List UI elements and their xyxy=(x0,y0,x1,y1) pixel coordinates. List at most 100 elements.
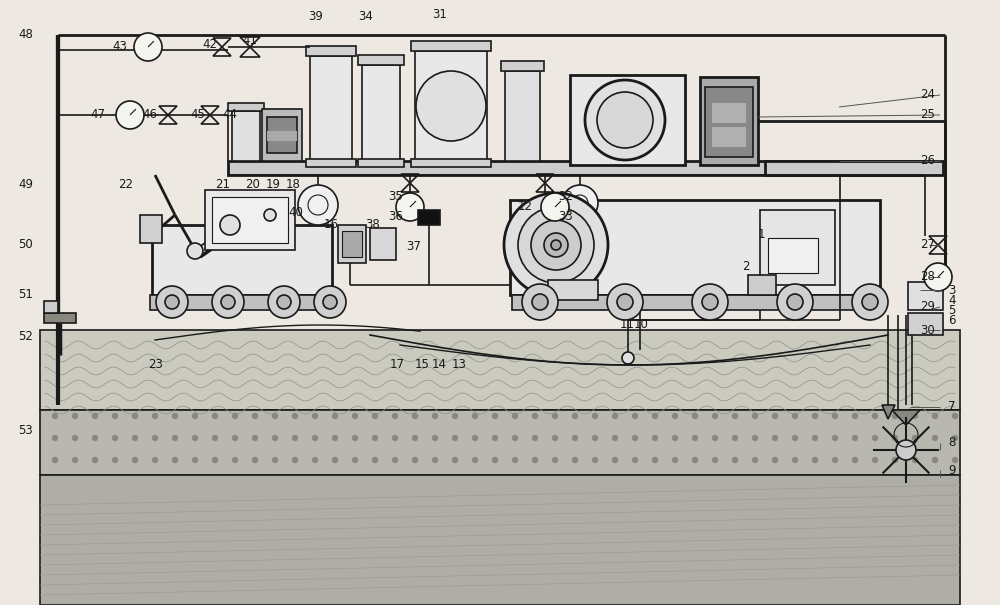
Text: 34: 34 xyxy=(358,10,373,24)
Circle shape xyxy=(702,294,718,310)
Circle shape xyxy=(852,413,858,419)
Circle shape xyxy=(562,185,598,221)
Bar xyxy=(501,61,544,71)
Circle shape xyxy=(156,286,188,318)
Circle shape xyxy=(314,286,346,318)
Circle shape xyxy=(172,435,178,441)
Circle shape xyxy=(632,413,638,419)
Circle shape xyxy=(152,413,158,419)
Circle shape xyxy=(872,435,878,441)
Bar xyxy=(358,159,404,167)
Circle shape xyxy=(92,413,98,419)
Circle shape xyxy=(112,457,118,463)
Circle shape xyxy=(416,71,486,141)
Text: 31: 31 xyxy=(432,8,447,22)
Circle shape xyxy=(132,435,138,441)
Circle shape xyxy=(372,435,378,441)
Bar xyxy=(415,51,487,161)
Text: 29: 29 xyxy=(920,301,935,313)
Text: 1: 1 xyxy=(758,229,766,241)
Text: 46: 46 xyxy=(142,108,157,120)
Circle shape xyxy=(272,435,278,441)
Text: 10: 10 xyxy=(634,318,649,332)
Text: 5: 5 xyxy=(948,304,955,316)
Circle shape xyxy=(52,457,58,463)
Circle shape xyxy=(412,435,418,441)
Polygon shape xyxy=(892,410,920,425)
Text: 4: 4 xyxy=(948,293,956,307)
Bar xyxy=(765,161,943,175)
Circle shape xyxy=(220,215,240,235)
Circle shape xyxy=(787,294,803,310)
Circle shape xyxy=(132,413,138,419)
Circle shape xyxy=(617,294,633,310)
Bar xyxy=(232,111,260,161)
Text: 22: 22 xyxy=(118,178,133,192)
Circle shape xyxy=(212,413,218,419)
Circle shape xyxy=(252,435,258,441)
Circle shape xyxy=(332,413,338,419)
Bar xyxy=(712,127,746,147)
Circle shape xyxy=(396,193,424,221)
Circle shape xyxy=(92,435,98,441)
Circle shape xyxy=(492,413,498,419)
Text: 40: 40 xyxy=(288,206,303,220)
Circle shape xyxy=(352,413,358,419)
Circle shape xyxy=(272,457,278,463)
Circle shape xyxy=(252,457,258,463)
Circle shape xyxy=(472,457,478,463)
Circle shape xyxy=(752,413,758,419)
Circle shape xyxy=(872,457,878,463)
Circle shape xyxy=(312,435,318,441)
Circle shape xyxy=(292,413,298,419)
Text: 52: 52 xyxy=(18,330,33,344)
Circle shape xyxy=(432,435,438,441)
Bar xyxy=(505,71,540,161)
Circle shape xyxy=(432,413,438,419)
Bar xyxy=(512,295,878,310)
Circle shape xyxy=(612,413,618,419)
Text: 33: 33 xyxy=(558,211,573,223)
Circle shape xyxy=(512,435,518,441)
Text: 45: 45 xyxy=(190,108,205,120)
Bar xyxy=(40,475,960,605)
Circle shape xyxy=(812,435,818,441)
Bar xyxy=(358,55,404,65)
Text: 3: 3 xyxy=(948,284,955,296)
Bar xyxy=(748,275,776,295)
Text: 39: 39 xyxy=(308,10,323,24)
Text: 30: 30 xyxy=(920,324,935,336)
Bar xyxy=(310,56,352,161)
Circle shape xyxy=(312,457,318,463)
Bar xyxy=(510,200,880,295)
Circle shape xyxy=(152,435,158,441)
Circle shape xyxy=(277,295,291,309)
Circle shape xyxy=(72,457,78,463)
Text: 41: 41 xyxy=(242,34,257,48)
Text: 15: 15 xyxy=(415,359,430,371)
Circle shape xyxy=(298,185,338,225)
Circle shape xyxy=(812,413,818,419)
Circle shape xyxy=(452,413,458,419)
Bar xyxy=(306,159,356,167)
Circle shape xyxy=(165,295,179,309)
Bar xyxy=(342,231,362,257)
Circle shape xyxy=(632,457,638,463)
Circle shape xyxy=(504,193,608,297)
Text: 12: 12 xyxy=(518,200,533,214)
Circle shape xyxy=(292,457,298,463)
Circle shape xyxy=(712,435,718,441)
Circle shape xyxy=(532,294,548,310)
Bar xyxy=(908,282,943,310)
Text: 47: 47 xyxy=(90,108,105,120)
Circle shape xyxy=(112,413,118,419)
Circle shape xyxy=(192,435,198,441)
Circle shape xyxy=(412,413,418,419)
Circle shape xyxy=(892,457,898,463)
Circle shape xyxy=(352,457,358,463)
Circle shape xyxy=(692,435,698,441)
Circle shape xyxy=(732,457,738,463)
Bar xyxy=(205,190,295,250)
Circle shape xyxy=(432,457,438,463)
Bar xyxy=(40,330,960,410)
